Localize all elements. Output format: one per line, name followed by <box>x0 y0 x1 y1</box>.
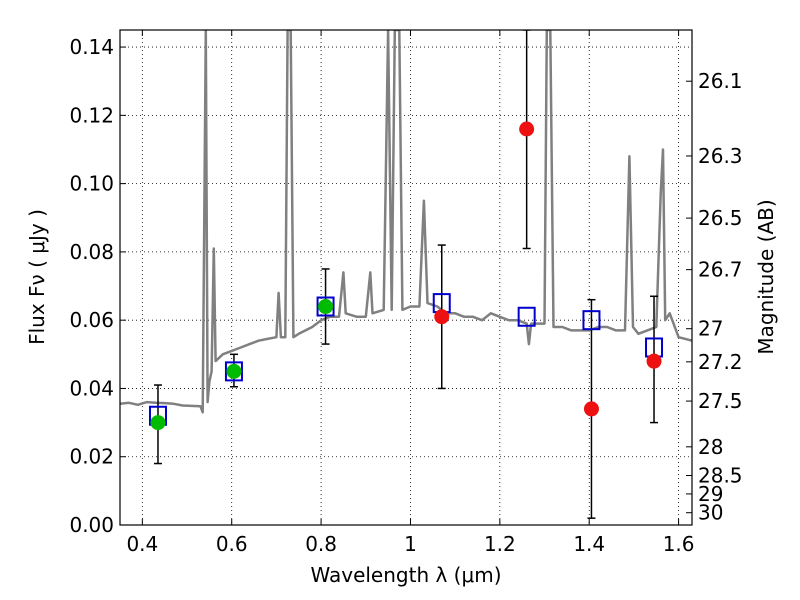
right-tick-label: 27 <box>698 317 723 341</box>
x-tick-label: 1.4 <box>573 532 605 556</box>
x-axis-label: Wavelength λ (μm) <box>310 563 501 587</box>
detection-point <box>150 415 166 431</box>
observation-point <box>434 309 450 325</box>
y-tick-label: 0.14 <box>69 35 114 59</box>
right-tick-label: 29 <box>698 482 723 506</box>
right-tick-label: 27.2 <box>698 350 743 374</box>
detection-point <box>226 363 242 379</box>
y-tick-label: 0.04 <box>69 376 114 400</box>
x-tick-label: 0.4 <box>126 532 158 556</box>
plot-frame <box>119 29 693 526</box>
y-tick-label: 0.02 <box>69 445 114 469</box>
y-tick-label: 0.00 <box>69 513 114 537</box>
right-tick-label: 26.3 <box>698 144 743 168</box>
x-tick-label: 1.6 <box>663 532 695 556</box>
model-photometry-square <box>316 296 335 317</box>
right-tick-label: 26.1 <box>698 69 743 93</box>
model-photometry-square <box>517 306 536 327</box>
right-tick-label: 28 <box>698 435 723 459</box>
y-tick-label: 0.10 <box>69 172 114 196</box>
right-axis-label: Magnitude (AB) <box>754 199 778 354</box>
right-tick-label: 26.5 <box>698 206 743 230</box>
observation-point <box>646 353 662 369</box>
model-photometry-square <box>224 361 243 382</box>
plot-area <box>120 30 692 519</box>
x-tick-label: 1.2 <box>484 532 516 556</box>
detection-point <box>318 299 334 315</box>
model-photometry-square <box>582 310 601 331</box>
x-tick-label: 0.8 <box>305 532 337 556</box>
right-tick-label: 28.5 <box>698 464 743 488</box>
y-tick-label: 0.12 <box>69 103 114 127</box>
y-axis-label: Flux Fν ( μJy ) <box>25 209 49 345</box>
y-tick-label: 0.06 <box>69 308 114 332</box>
observation-point <box>519 121 535 137</box>
right-tick-label: 27.5 <box>698 389 743 413</box>
right-tick-label: 26.7 <box>698 258 743 282</box>
x-tick-label: 1 <box>404 532 417 556</box>
y-tick-label: 0.08 <box>69 240 114 264</box>
observation-point <box>583 401 599 417</box>
right-tick-label: 30 <box>698 501 723 525</box>
axis-ticks: 0.4 0.6 0.8 1 1.2 1.4 1.6 0.00 0.02 0.04 0.06 0.08 0… <box>69 30 743 556</box>
x-tick-label: 0.6 <box>216 532 248 556</box>
